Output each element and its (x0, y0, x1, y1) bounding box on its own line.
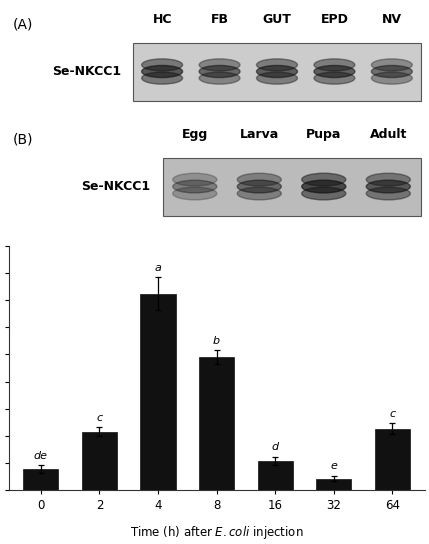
Text: FB: FB (211, 13, 229, 26)
Text: e: e (330, 461, 337, 471)
Text: HC: HC (152, 13, 172, 26)
Ellipse shape (366, 173, 411, 186)
Text: b: b (213, 336, 220, 346)
Ellipse shape (314, 72, 355, 84)
Text: NV: NV (382, 13, 402, 26)
Bar (375, 429, 410, 490)
Ellipse shape (173, 173, 217, 186)
Text: c: c (390, 409, 396, 419)
Ellipse shape (257, 59, 297, 71)
Text: Adult: Adult (370, 128, 407, 141)
Text: Se-NKCC1: Se-NKCC1 (52, 65, 121, 78)
Ellipse shape (366, 180, 411, 193)
Text: Se-NKCC1: Se-NKCC1 (81, 180, 150, 193)
Text: (A): (A) (13, 17, 33, 31)
Ellipse shape (257, 72, 297, 84)
Ellipse shape (237, 173, 281, 186)
Ellipse shape (257, 65, 297, 78)
Ellipse shape (199, 72, 240, 84)
Text: EPD: EPD (320, 13, 348, 26)
Text: Time (h) after $\it{E.coli}$ injection: Time (h) after $\it{E.coli}$ injection (130, 524, 303, 541)
Text: c: c (97, 413, 103, 423)
Ellipse shape (314, 65, 355, 78)
Ellipse shape (302, 173, 346, 186)
Ellipse shape (314, 59, 355, 71)
Text: GUT: GUT (263, 13, 291, 26)
Ellipse shape (372, 72, 412, 84)
Ellipse shape (366, 187, 411, 200)
FancyBboxPatch shape (133, 42, 420, 101)
Text: d: d (272, 442, 279, 453)
FancyBboxPatch shape (163, 158, 420, 215)
Text: Larva: Larva (240, 128, 279, 141)
Bar (199, 357, 234, 490)
Bar (82, 431, 117, 490)
Ellipse shape (302, 187, 346, 200)
Bar (140, 294, 175, 490)
Text: a: a (154, 263, 161, 273)
Text: Pupa: Pupa (306, 128, 341, 141)
Bar (258, 461, 293, 490)
Ellipse shape (142, 65, 183, 78)
Ellipse shape (142, 59, 183, 71)
Ellipse shape (302, 180, 346, 193)
Bar (23, 469, 58, 490)
Text: Egg: Egg (181, 128, 208, 141)
Text: de: de (34, 450, 48, 461)
Ellipse shape (237, 180, 281, 193)
Ellipse shape (372, 59, 412, 71)
Ellipse shape (173, 180, 217, 193)
Ellipse shape (142, 72, 183, 84)
Ellipse shape (199, 59, 240, 71)
Text: (B): (B) (13, 132, 33, 146)
Ellipse shape (372, 65, 412, 78)
Ellipse shape (173, 187, 217, 200)
Ellipse shape (237, 187, 281, 200)
Bar (316, 479, 351, 490)
Ellipse shape (199, 65, 240, 78)
